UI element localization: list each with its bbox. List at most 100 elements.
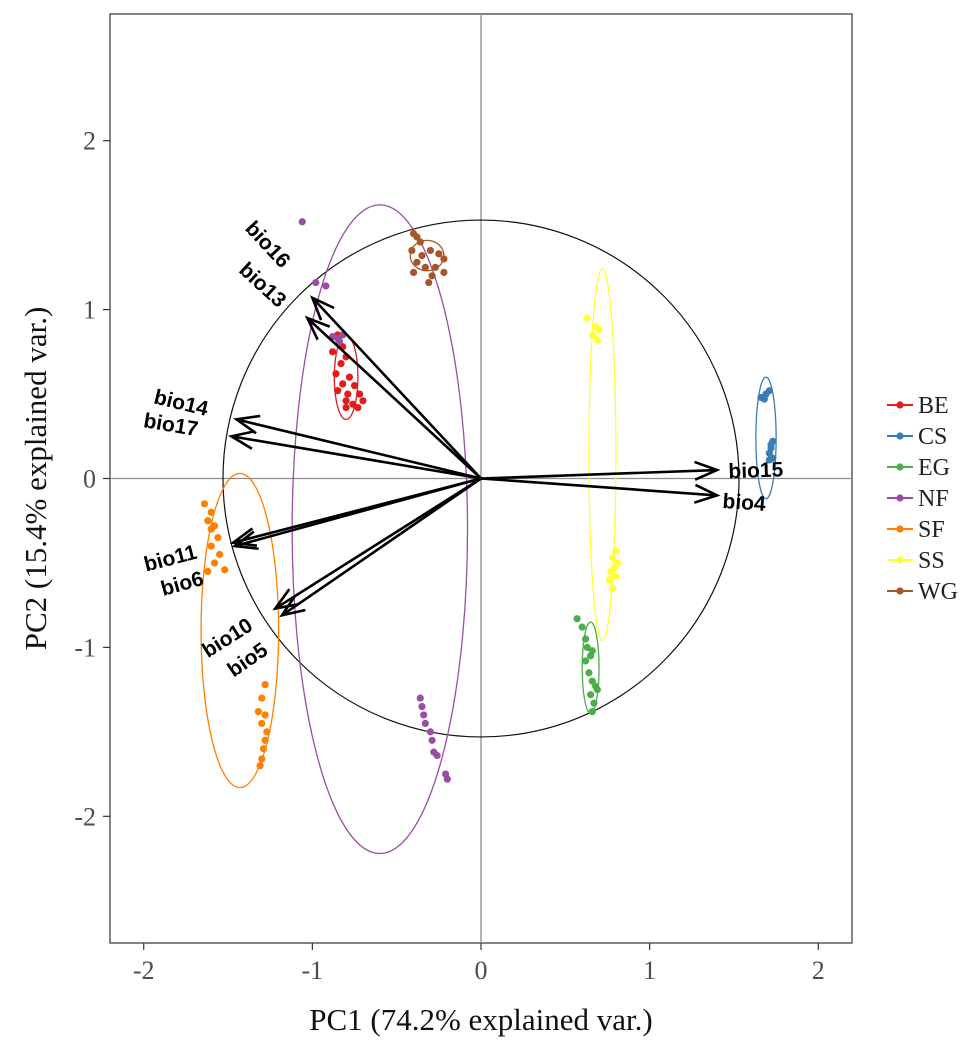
legend-label-sf: SF xyxy=(918,517,945,543)
point-sf xyxy=(263,728,270,735)
point-eg xyxy=(579,624,586,631)
point-ss xyxy=(595,326,602,333)
point-ss xyxy=(584,314,591,321)
point-sf xyxy=(260,745,267,752)
point-sf xyxy=(201,500,208,507)
x-tick-label: -2 xyxy=(133,956,155,985)
legend-label-ss: SS xyxy=(918,548,945,574)
point-nf xyxy=(417,694,424,701)
point-cs xyxy=(767,441,774,448)
point-wg xyxy=(440,255,447,262)
arrow-bio10 xyxy=(275,479,481,609)
point-eg xyxy=(594,686,601,693)
legend-label-wg: WG xyxy=(918,579,958,605)
point-nf xyxy=(420,711,427,718)
point-sf xyxy=(256,762,263,769)
x-tick-label: 0 xyxy=(475,956,488,985)
point-sf xyxy=(258,694,265,701)
point-be xyxy=(342,404,349,411)
point-wg xyxy=(408,247,415,254)
point-nf xyxy=(422,720,429,727)
legend-label-nf: NF xyxy=(918,486,949,512)
point-eg xyxy=(585,669,592,676)
point-wg xyxy=(428,272,435,279)
y-tick-label: 1 xyxy=(83,296,96,325)
point-be xyxy=(356,390,363,397)
point-sf xyxy=(204,517,211,524)
point-sf xyxy=(204,568,211,575)
legend-dot-ss xyxy=(896,556,903,563)
point-ss xyxy=(612,573,619,580)
point-wg xyxy=(413,259,420,266)
arrow-bio14 xyxy=(236,419,481,478)
point-be xyxy=(339,380,346,387)
point-sf xyxy=(208,509,215,516)
point-eg xyxy=(590,700,597,707)
point-ss xyxy=(606,576,613,583)
legend-dot-sf xyxy=(896,525,903,532)
point-be xyxy=(351,382,358,389)
point-wg xyxy=(422,264,429,271)
point-sf xyxy=(258,755,265,762)
x-axis-title: PC1 (74.2% explained var.) xyxy=(309,1002,653,1037)
point-ss xyxy=(609,585,616,592)
point-nf xyxy=(434,752,441,759)
y-tick-label: 2 xyxy=(83,127,96,156)
y-tick-label: 0 xyxy=(83,465,96,494)
point-be xyxy=(342,397,349,404)
x-tick-label: -1 xyxy=(302,956,324,985)
legend-label-eg: EG xyxy=(918,455,950,481)
loading-label-bio15: bio15 xyxy=(728,458,784,483)
point-cs xyxy=(761,396,768,403)
arrow-bio5 xyxy=(282,479,481,616)
arrow-bio6 xyxy=(235,479,481,547)
arrow-bio15 xyxy=(481,470,717,478)
point-eg xyxy=(582,635,589,642)
loading-label-bio4: bio4 xyxy=(722,490,767,516)
point-be xyxy=(329,348,336,355)
point-sf xyxy=(258,720,265,727)
point-sf xyxy=(255,708,262,715)
legend-dot-cs xyxy=(896,432,903,439)
point-nf xyxy=(299,218,306,225)
ellipse-nf xyxy=(292,205,467,854)
point-be xyxy=(354,404,361,411)
legend-dot-wg xyxy=(896,587,903,594)
point-wg xyxy=(440,269,447,276)
legend-label-cs: CS xyxy=(918,424,947,450)
point-wg xyxy=(425,279,432,286)
point-nf xyxy=(444,776,451,783)
arrow-bio4 xyxy=(481,479,717,496)
point-sf xyxy=(208,542,215,549)
legend-label-be: BE xyxy=(918,393,949,419)
point-ss xyxy=(612,548,619,555)
point-eg xyxy=(574,615,581,622)
point-wg xyxy=(427,247,434,254)
point-be xyxy=(337,360,344,367)
point-sf xyxy=(262,711,269,718)
point-sf xyxy=(214,534,221,541)
point-wg xyxy=(432,264,439,271)
y-axis-title: PC2 (15.4% explained var.) xyxy=(18,307,53,651)
score-points xyxy=(201,218,777,783)
point-cs xyxy=(766,387,773,394)
legend: BE CS EG NF SF SS WG xyxy=(887,393,958,605)
loading-label-bio6: bio6 xyxy=(158,567,206,601)
legend-dot-nf xyxy=(896,494,903,501)
x-tick-label: 2 xyxy=(812,956,825,985)
point-be xyxy=(359,397,366,404)
point-nf xyxy=(418,703,425,710)
legend-dot-be xyxy=(896,401,903,408)
point-nf xyxy=(427,728,434,735)
loading-arrows: bio16bio13bio14bio17bio15bio4bio11bio6bi… xyxy=(142,217,784,682)
point-nf xyxy=(312,279,319,286)
point-sf xyxy=(262,737,269,744)
point-wg xyxy=(418,252,425,259)
point-be xyxy=(346,374,353,381)
point-nf xyxy=(322,282,329,289)
point-wg xyxy=(410,269,417,276)
point-be xyxy=(332,370,339,377)
point-nf xyxy=(428,737,435,744)
point-wg xyxy=(417,238,424,245)
